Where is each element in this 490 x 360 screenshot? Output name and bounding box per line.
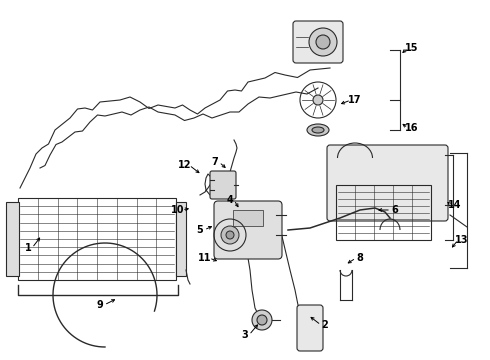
FancyBboxPatch shape	[327, 145, 448, 221]
Text: 3: 3	[242, 330, 248, 340]
Bar	[233, 210, 263, 226]
Circle shape	[252, 310, 272, 330]
Bar	[336, 185, 431, 240]
Text: 5: 5	[196, 225, 203, 235]
Circle shape	[313, 95, 323, 105]
Bar	[176, 202, 186, 276]
Circle shape	[221, 226, 239, 244]
Text: 1: 1	[24, 243, 31, 253]
Text: 15: 15	[405, 43, 419, 53]
Bar	[18, 198, 176, 280]
Text: 14: 14	[448, 200, 462, 210]
Text: 8: 8	[357, 253, 364, 263]
Ellipse shape	[307, 124, 329, 136]
Text: 12: 12	[178, 160, 192, 170]
Text: 7: 7	[212, 157, 219, 167]
FancyBboxPatch shape	[297, 305, 323, 351]
Circle shape	[257, 315, 267, 325]
FancyBboxPatch shape	[293, 21, 343, 63]
Circle shape	[309, 28, 337, 56]
Text: 11: 11	[198, 253, 212, 263]
Text: 9: 9	[97, 300, 103, 310]
Text: 10: 10	[171, 205, 185, 215]
FancyBboxPatch shape	[210, 171, 236, 199]
Bar	[6, 202, 19, 276]
Text: 6: 6	[392, 205, 398, 215]
Text: 17: 17	[348, 95, 362, 105]
Ellipse shape	[312, 127, 324, 133]
Text: 16: 16	[405, 123, 419, 133]
Text: 13: 13	[455, 235, 469, 245]
FancyBboxPatch shape	[214, 201, 282, 259]
Text: 4: 4	[227, 195, 233, 205]
Circle shape	[226, 231, 234, 239]
Text: 2: 2	[321, 320, 328, 330]
Circle shape	[316, 35, 330, 49]
